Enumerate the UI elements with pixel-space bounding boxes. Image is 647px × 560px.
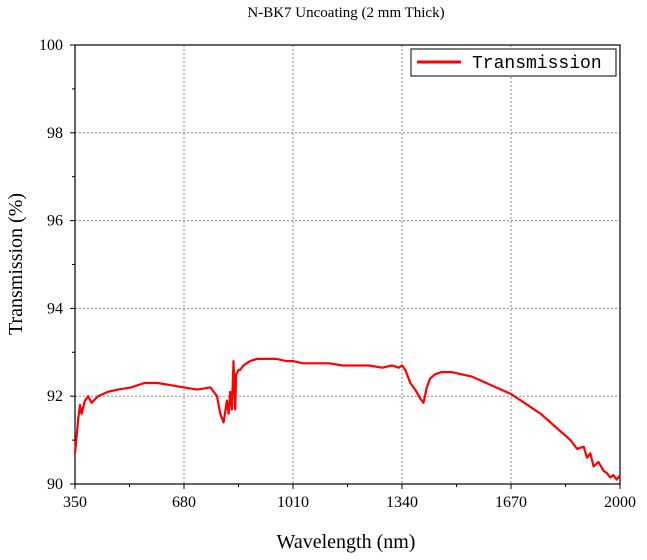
y-tick-label: 96 xyxy=(47,213,63,230)
y-tick-label: 98 xyxy=(47,125,63,142)
chart-title: N-BK7 Uncoating (2 mm Thick) xyxy=(247,5,444,21)
x-tick-label: 1670 xyxy=(495,494,527,511)
y-tick-label: 100 xyxy=(39,37,63,54)
x-tick-label: 680 xyxy=(172,494,196,511)
series-transmission-line xyxy=(73,357,621,481)
x-tick-label: 2000 xyxy=(604,494,636,511)
y-tick-label: 94 xyxy=(47,300,63,317)
axis-ticks: 350 680 1010 1340 1670 2000 90 92 94 96 98 100 xyxy=(39,37,636,511)
gridlines xyxy=(75,45,620,484)
x-axis-label: Wavelength (nm) xyxy=(277,531,416,553)
y-axis-label: Transmission (%) xyxy=(5,193,27,335)
x-tick-label: 350 xyxy=(63,494,87,511)
legend: Transmission xyxy=(410,48,617,77)
y-tick-label: 92 xyxy=(47,388,63,405)
series-layer xyxy=(73,357,621,481)
legend-label: Transmission xyxy=(472,54,602,74)
y-tick-label: 90 xyxy=(47,476,63,493)
x-tick-label: 1010 xyxy=(277,494,309,511)
plot-frame xyxy=(74,44,621,485)
x-tick-label: 1340 xyxy=(386,494,418,511)
